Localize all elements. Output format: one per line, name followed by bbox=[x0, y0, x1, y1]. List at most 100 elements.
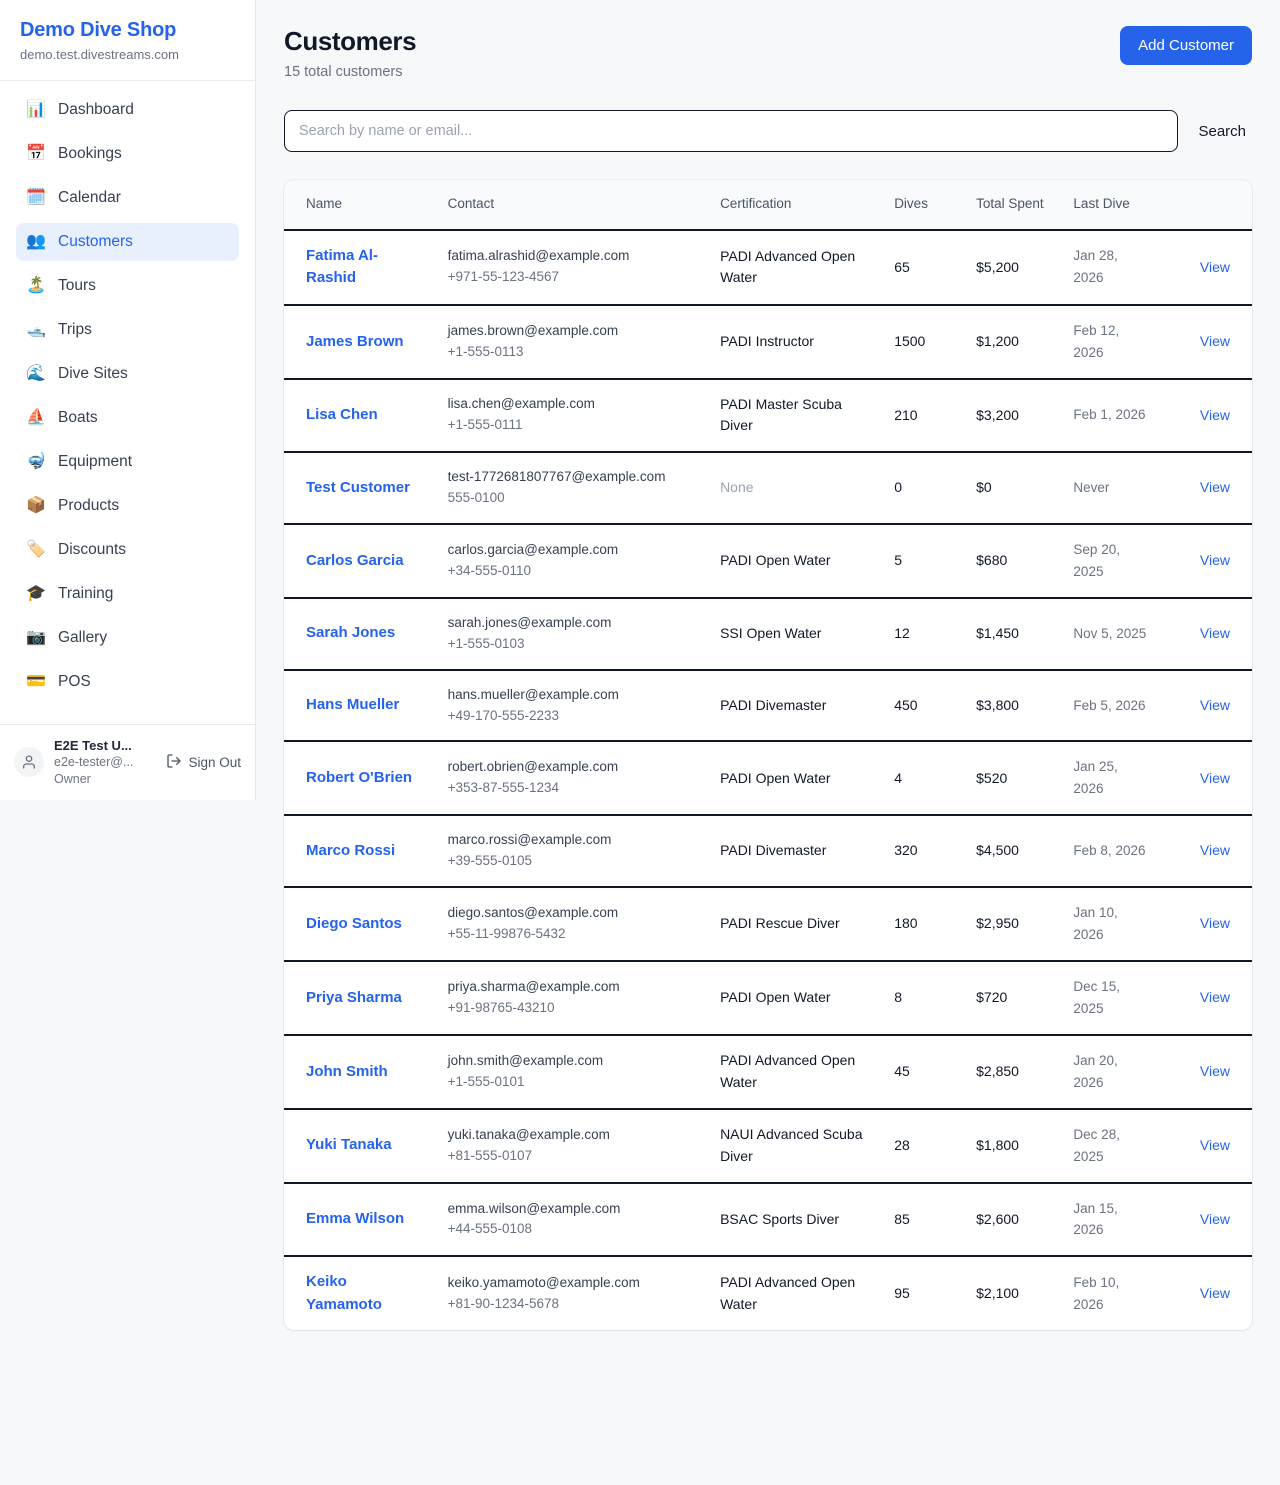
view-link[interactable]: View bbox=[1199, 258, 1230, 275]
view-link[interactable]: View bbox=[1199, 696, 1230, 713]
cell-dives: 320 bbox=[882, 815, 965, 889]
cell-dives: 65 bbox=[882, 229, 965, 306]
cell-last-dive: Dec 28, 2025 bbox=[1061, 1108, 1160, 1184]
motorboat-icon: 🛥️ bbox=[26, 320, 46, 338]
customer-name-link[interactable]: John Smith bbox=[306, 1062, 388, 1080]
customer-phone: +55-11-99876-5432 bbox=[447, 926, 566, 942]
cell-actions: View bbox=[1160, 1256, 1252, 1330]
total-spent-value: $680 bbox=[976, 552, 1008, 569]
cell-contact: test-1772681807767@example.com 555-0100 bbox=[435, 452, 709, 525]
certification-value: PADI Instructor bbox=[720, 332, 814, 349]
sidebar-item-discounts[interactable]: 🏷️ Discounts bbox=[16, 531, 239, 569]
column-header-last-dive[interactable]: Last Dive bbox=[1061, 180, 1160, 231]
sidebar-item-label: Trips bbox=[58, 321, 92, 339]
customer-name-link[interactable]: Robert O'Brien bbox=[306, 769, 413, 787]
last-dive-value: Sep 20, 2025 bbox=[1073, 541, 1120, 579]
customer-email: marco.rossi@example.com bbox=[447, 832, 612, 848]
customer-name-link[interactable]: Test Customer bbox=[306, 478, 410, 496]
customer-name-link[interactable]: Fatima Al-Rashid bbox=[306, 246, 378, 287]
view-link[interactable]: View bbox=[1199, 406, 1230, 423]
brand-block[interactable]: Demo Dive Shop demo.test.divestreams.com bbox=[0, 0, 255, 81]
view-link[interactable]: View bbox=[1199, 915, 1230, 932]
contact-block: diego.santos@example.com +55-11-99876-543… bbox=[448, 903, 696, 945]
contact-block: fatima.alrashid@example.com +971-55-123-4… bbox=[448, 246, 696, 288]
cell-contact: fatima.alrashid@example.com +971-55-123-4… bbox=[435, 229, 709, 306]
view-link[interactable]: View bbox=[1199, 332, 1230, 349]
cell-contact: keiko.yamamoto@example.com +81-90-1234-56… bbox=[436, 1256, 708, 1330]
sidebar-item-label: Equipment bbox=[58, 453, 133, 471]
sidebar-item-dashboard[interactable]: 📊 Dashboard bbox=[16, 91, 239, 129]
cell-certification: PADI Instructor bbox=[708, 304, 883, 380]
add-customer-button[interactable]: Add Customer bbox=[1120, 26, 1252, 65]
customer-phone: +971-55-123-4567 bbox=[447, 269, 560, 285]
search-input[interactable] bbox=[284, 110, 1179, 152]
view-link[interactable]: View bbox=[1199, 842, 1230, 859]
last-dive-value: Jan 25, 2026 bbox=[1073, 759, 1118, 797]
customer-name-link[interactable]: Lisa Chen bbox=[306, 406, 378, 424]
customer-name-link[interactable]: James Brown bbox=[306, 332, 404, 350]
view-link[interactable]: View bbox=[1199, 1136, 1230, 1153]
sidebar-item-training[interactable]: 🎓 Training bbox=[16, 575, 239, 613]
cell-contact: hans.mueller@example.com +49-170-555-2233 bbox=[435, 669, 709, 743]
sidebar-item-bookings[interactable]: 📅 Bookings bbox=[16, 135, 239, 173]
view-link[interactable]: View bbox=[1199, 1062, 1230, 1079]
sidebar-item-gallery[interactable]: 📷 Gallery bbox=[16, 619, 239, 657]
sidebar-item-dive-sites[interactable]: 🌊 Dive Sites bbox=[16, 355, 239, 393]
sidebar-item-trips[interactable]: 🛥️ Trips bbox=[16, 311, 239, 349]
contact-block: robert.obrien@example.com +353-87-555-123… bbox=[448, 757, 696, 799]
avatar bbox=[14, 747, 44, 778]
table-header-row: Name Contact Certification Dives Total S… bbox=[284, 180, 1252, 231]
sidebar-item-customers[interactable]: 👥 Customers bbox=[16, 222, 239, 261]
cell-dives: 95 bbox=[882, 1256, 964, 1330]
certification-value: PADI Master Scuba Diver bbox=[720, 395, 842, 434]
sidebar-item-pos[interactable]: 💳 POS bbox=[16, 663, 239, 701]
view-link[interactable]: View bbox=[1199, 1210, 1230, 1227]
customer-email: sarah.jones@example.com bbox=[447, 614, 612, 630]
view-link[interactable]: View bbox=[1199, 624, 1230, 641]
total-spent-value: $4,500 bbox=[976, 842, 1019, 859]
cell-total-spent: $2,950 bbox=[964, 887, 1062, 962]
column-header-total-spent[interactable]: Total Spent bbox=[964, 180, 1062, 231]
customer-name-link[interactable]: Priya Sharma bbox=[306, 988, 402, 1006]
sidebar-item-tours[interactable]: 🏝️ Tours bbox=[16, 267, 239, 305]
column-header-certification[interactable]: Certification bbox=[708, 180, 883, 231]
column-header-contact[interactable]: Contact bbox=[435, 180, 709, 231]
view-link[interactable]: View bbox=[1199, 769, 1230, 786]
page-header: Customers 15 total customers Add Custome… bbox=[284, 26, 1252, 80]
customer-name-link[interactable]: Emma Wilson bbox=[306, 1210, 405, 1228]
certification-value: PADI Advanced Open Water bbox=[720, 247, 856, 286]
sidebar-item-boats[interactable]: ⛵ Boats bbox=[16, 399, 239, 437]
search-button[interactable]: Search bbox=[1192, 123, 1252, 140]
sidebar-item-equipment[interactable]: 🤿 Equipment bbox=[16, 443, 239, 481]
sign-out-button[interactable]: Sign Out bbox=[166, 753, 241, 772]
sidebar-item-calendar[interactable]: 🗓️ Calendar bbox=[16, 179, 239, 217]
table-row: Yuki Tanaka yuki.tanaka@example.com +81-55… bbox=[284, 1108, 1252, 1184]
customer-name-link[interactable]: Sarah Jones bbox=[306, 624, 396, 642]
sidebar-item-label: Calendar bbox=[58, 189, 121, 207]
customer-name-link[interactable]: Diego Santos bbox=[306, 914, 402, 932]
customer-phone: 555-0100 bbox=[447, 490, 505, 506]
view-link[interactable]: View bbox=[1199, 552, 1230, 569]
cell-last-dive: Nov 5, 2025 bbox=[1061, 597, 1160, 671]
cell-contact: lisa.chen@example.com +1-555-0111 bbox=[435, 378, 709, 454]
cell-last-dive: Jan 15, 2026 bbox=[1061, 1182, 1160, 1258]
view-link[interactable]: View bbox=[1199, 989, 1230, 1006]
customer-name-link[interactable]: Carlos Garcia bbox=[306, 551, 404, 569]
customer-name-link[interactable]: Marco Rossi bbox=[306, 841, 396, 859]
dives-count: 450 bbox=[894, 696, 918, 713]
customer-name-link[interactable]: Keiko Yamamoto bbox=[306, 1273, 382, 1313]
cell-total-spent: $1,450 bbox=[964, 597, 1062, 671]
customer-name-link[interactable]: Hans Mueller bbox=[306, 696, 400, 714]
dives-count: 95 bbox=[894, 1285, 910, 1302]
cell-actions: View bbox=[1159, 815, 1252, 889]
table-row: Hans Mueller hans.mueller@example.com +49-… bbox=[284, 669, 1252, 743]
contact-block: lisa.chen@example.com +1-555-0111 bbox=[448, 394, 696, 436]
sidebar-item-products[interactable]: 📦 Products bbox=[16, 487, 239, 525]
table-row: Sarah Jones sarah.jones@example.com +1-555… bbox=[284, 597, 1252, 671]
table-row: Emma Wilson emma.wilson@example.com +44-55… bbox=[284, 1182, 1252, 1258]
column-header-dives[interactable]: Dives bbox=[882, 180, 965, 231]
column-header-name[interactable]: Name bbox=[284, 180, 436, 231]
view-link[interactable]: View bbox=[1199, 479, 1230, 496]
view-link[interactable]: View bbox=[1199, 1285, 1230, 1302]
customer-name-link[interactable]: Yuki Tanaka bbox=[306, 1136, 392, 1154]
